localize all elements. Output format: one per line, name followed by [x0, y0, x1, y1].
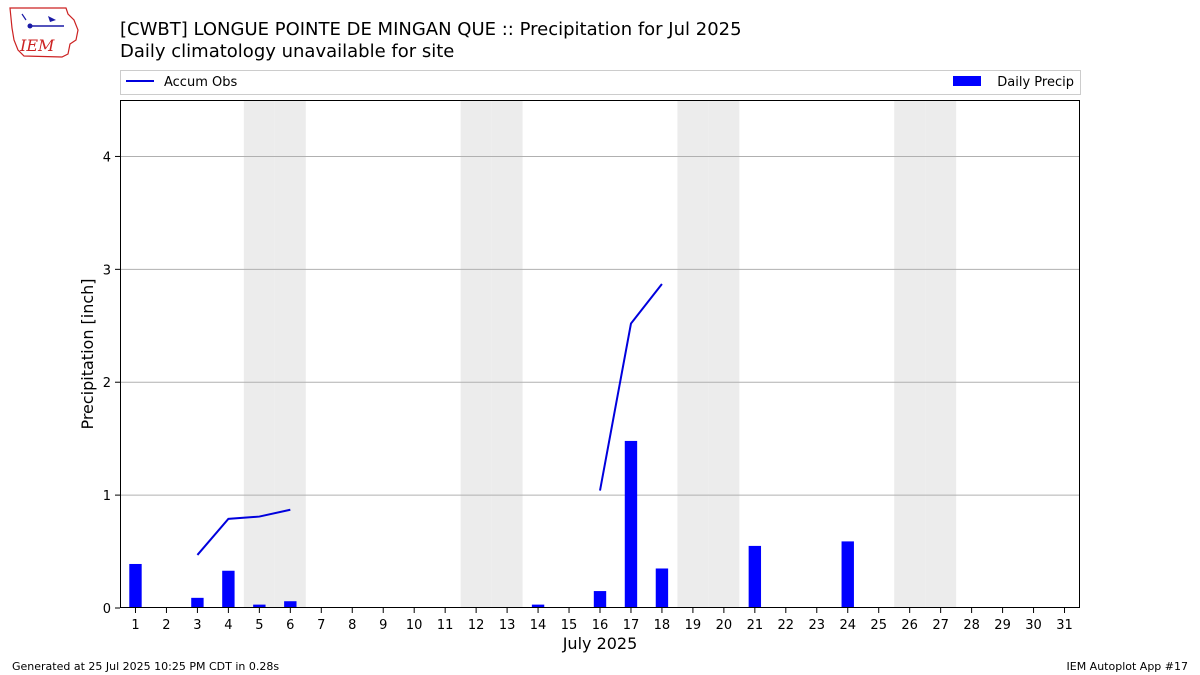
chart-subtitle: Daily climatology unavailable for site — [120, 41, 454, 62]
precip-bar — [284, 601, 297, 608]
x-tick-label: 10 — [406, 618, 423, 633]
x-tick-label: 14 — [530, 618, 547, 633]
x-tick-label: 28 — [963, 618, 980, 633]
x-tick-label: 21 — [747, 618, 764, 633]
iem-logo: IEM — [9, 7, 79, 58]
precip-bar — [841, 541, 854, 608]
x-tick-label: 17 — [623, 618, 640, 633]
precip-bar — [748, 545, 762, 608]
x-tick-label: 29 — [994, 618, 1011, 633]
weekend-band — [243, 100, 275, 608]
x-tick-label: 26 — [901, 618, 918, 633]
precip-bar — [222, 570, 235, 608]
daily-precip-bars — [129, 440, 854, 608]
precip-bar — [129, 563, 142, 608]
weekend-band — [460, 100, 492, 608]
x-tick-label: 22 — [778, 618, 795, 633]
x-tick-label: 30 — [1025, 618, 1042, 633]
x-tick-label: 4 — [224, 618, 232, 633]
x-tick-label: 16 — [592, 618, 609, 633]
legend-label-accum: Accum Obs — [164, 75, 237, 90]
x-tick-label: 25 — [870, 618, 887, 633]
y-tick-label: 0 — [103, 602, 111, 617]
accum-obs-line — [196, 508, 291, 556]
x-tick-label: 9 — [379, 618, 387, 633]
x-tick-label: 18 — [654, 618, 671, 633]
gridlines — [120, 155, 1080, 496]
x-tick-label: 8 — [348, 618, 356, 633]
legend: Accum Obs Daily Precip — [120, 70, 1081, 95]
x-tick-label: 2 — [162, 618, 170, 633]
precip-bar — [191, 597, 204, 608]
legend-label-daily: Daily Precip — [997, 75, 1074, 90]
y-axis-ticks: 0 1 2 3 4 — [103, 150, 120, 617]
weekend-band — [894, 100, 926, 608]
legend-frame — [120, 70, 1081, 95]
x-tick-label: 24 — [839, 618, 856, 633]
x-tick-label: 12 — [468, 618, 485, 633]
y-tick-label: 3 — [103, 263, 111, 278]
precip-bar — [624, 440, 638, 608]
precip-bar — [655, 568, 669, 608]
precip-bar — [593, 591, 607, 608]
x-tick-label: 5 — [255, 618, 263, 633]
precip-bar — [531, 604, 545, 608]
x-axis-label: July 2025 — [562, 634, 638, 653]
y-tick-label: 2 — [103, 376, 111, 391]
footer-generated: Generated at 25 Jul 2025 10:25 PM CDT in… — [12, 660, 279, 673]
weekend-band — [708, 100, 740, 608]
accum-obs-lines — [196, 283, 663, 556]
plot-frame — [120, 100, 1080, 608]
x-tick-label: 23 — [809, 618, 826, 633]
weekend-band — [677, 100, 709, 608]
iowa-outline — [9, 7, 79, 58]
x-tick-label: 31 — [1056, 618, 1073, 633]
precip-bar — [253, 604, 266, 608]
x-tick-label: 11 — [437, 618, 454, 633]
x-tick-label: 19 — [685, 618, 702, 633]
logo-text: IEM — [19, 36, 55, 55]
weekend-band — [491, 100, 523, 608]
x-tick-label: 13 — [499, 618, 516, 633]
chart-title: [CWBT] LONGUE POINTE DE MINGAN QUE :: Pr… — [120, 19, 742, 40]
legend-bar-swatch — [953, 76, 981, 86]
weekend-band — [274, 100, 306, 608]
y-tick-label: 1 — [103, 489, 111, 504]
x-axis-ticks: 1 2 3 4 5 6 7 8 9 10 11 12 13 14 15 16 17 18 19 20 21 22 23 24 2… — [131, 608, 1073, 633]
x-tick-label: 20 — [716, 618, 733, 633]
y-axis-label: Precipitation [inch] — [78, 278, 97, 429]
x-tick-label: 6 — [286, 618, 294, 633]
x-tick-label: 27 — [932, 618, 949, 633]
x-tick-label: 1 — [131, 618, 139, 633]
weekend-band — [925, 100, 957, 608]
x-tick-label: 15 — [561, 618, 578, 633]
weekend-bands — [243, 100, 957, 608]
x-tick-label: 7 — [317, 618, 325, 633]
footer-app: IEM Autoplot App #17 — [1067, 660, 1189, 673]
y-tick-label: 4 — [103, 150, 111, 165]
accum-obs-line — [599, 283, 663, 491]
x-tick-label: 3 — [193, 618, 201, 633]
